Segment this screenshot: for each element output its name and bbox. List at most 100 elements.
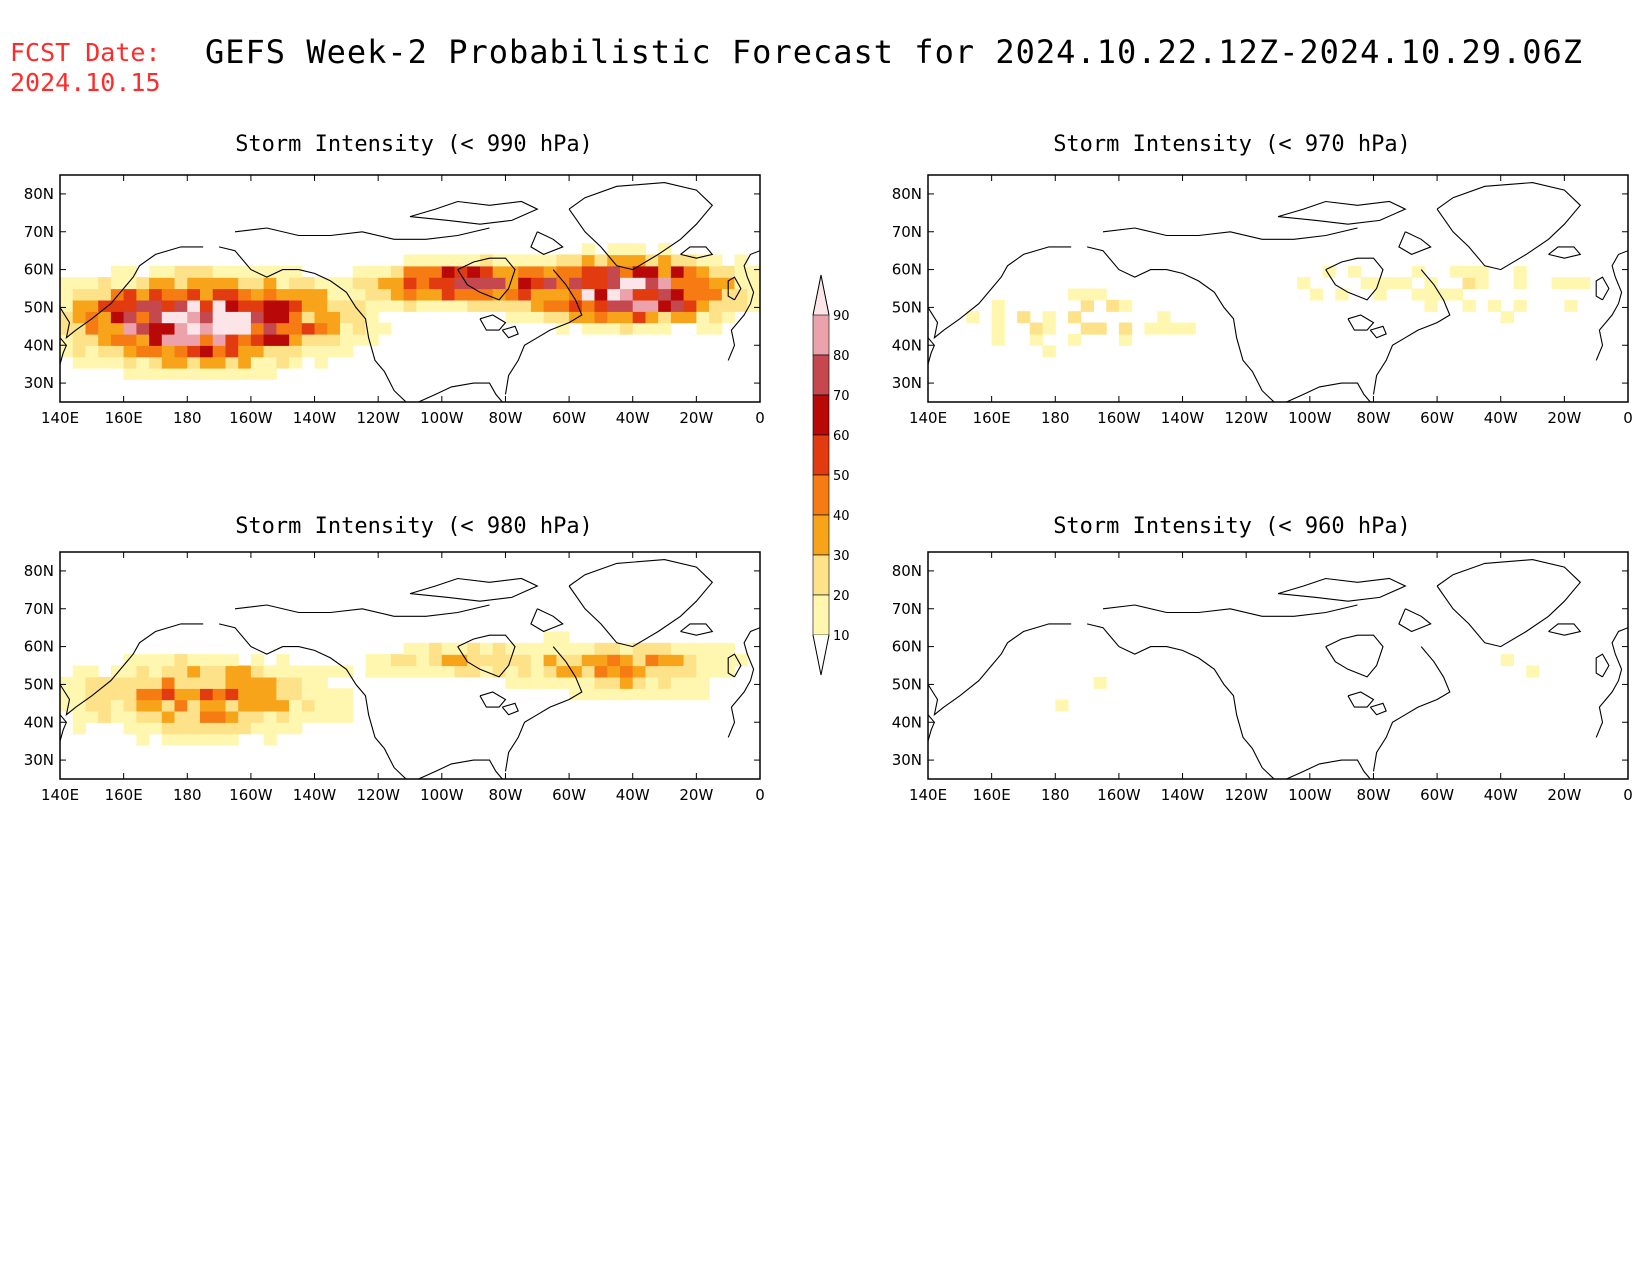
lon-tick-label: 160E (105, 786, 143, 804)
prob-cell (136, 333, 150, 346)
prob-cell (390, 299, 405, 312)
prob-cell (85, 710, 99, 723)
prob-cell (327, 299, 341, 312)
prob-cell (543, 311, 557, 324)
prob-cell (658, 288, 672, 301)
prob-cell (238, 710, 252, 723)
prob-cell (543, 654, 557, 667)
prob-cell (250, 333, 265, 346)
prob-cell (301, 322, 316, 335)
prob-cell (620, 665, 634, 678)
prob-cell (670, 654, 685, 667)
prob-cell (149, 710, 163, 723)
prob-cell (480, 277, 494, 290)
coastline-path (479, 314, 507, 331)
prob-cell (72, 311, 86, 324)
prob-cell (161, 722, 176, 735)
prob-cell (658, 654, 672, 667)
prob-cell (225, 288, 239, 301)
prob-cell (250, 299, 265, 312)
prob-cell (658, 265, 672, 278)
prob-cell (581, 265, 596, 278)
map-frame (927, 551, 1629, 780)
prob-cell (314, 277, 328, 290)
prob-cell (110, 710, 125, 723)
prob-cell (594, 288, 608, 301)
prob-cell (581, 288, 596, 301)
prob-cell (289, 277, 303, 290)
prob-cell (136, 345, 150, 358)
prob-cell (543, 676, 557, 689)
coastline-path (218, 246, 407, 402)
prob-cell (670, 676, 685, 689)
prob-cell (991, 333, 1005, 346)
prob-cell (225, 733, 239, 746)
prob-cell (85, 288, 99, 301)
axis-ticks: 140E 160E 180 160W 140W 120W 100W 80W 60W 40W 20W 0… (24, 175, 765, 427)
lon-tick-label: 20W (679, 409, 713, 427)
prob-cell (530, 265, 545, 278)
prob-cell (250, 367, 265, 380)
prob-cell (709, 265, 723, 278)
coastline-path (417, 382, 503, 402)
prob-cell (1309, 288, 1324, 301)
prob-cell (250, 665, 265, 678)
prob-cell (123, 722, 137, 735)
prob-cell (1449, 265, 1464, 278)
prob-cell (60, 676, 74, 689)
prob-cell (632, 322, 646, 335)
prob-cell (238, 265, 252, 278)
prob-cell (212, 265, 226, 278)
prob-cell (467, 277, 481, 290)
prob-cell (734, 654, 748, 667)
prob-cell (480, 654, 494, 667)
prob-cell (709, 311, 723, 324)
prob-cell (683, 277, 697, 290)
prob-cell (263, 299, 277, 312)
colorbar-swatch (812, 394, 830, 436)
prob-cell (314, 311, 328, 324)
prob-cell (276, 265, 290, 278)
lat-tick-label: 60N (24, 638, 54, 656)
map-frame (927, 174, 1629, 403)
panel-title-970: Storm Intensity (< 970 hPa) (1053, 132, 1411, 157)
prob-cell (365, 322, 379, 335)
prob-cell (378, 322, 392, 335)
prob-cell (1118, 299, 1133, 312)
colorbar-swatch (812, 594, 830, 636)
prob-cell (212, 654, 226, 667)
prob-cell (645, 665, 659, 678)
lon-tick-label: 140W (1161, 409, 1205, 427)
lon-tick-label: 100W (420, 409, 464, 427)
prob-cell (670, 277, 685, 290)
prob-cell (441, 665, 456, 678)
map-panel-p970: 140E 160E 180 160W 140W 120W 100W 80W 60W 40W 20W 0… (892, 174, 1633, 427)
prob-cell (1462, 277, 1476, 290)
prob-cell (149, 311, 163, 324)
lat-tick-label: 60N (892, 261, 922, 279)
coastline-path (1398, 231, 1432, 256)
prob-cell (632, 254, 646, 267)
coastline-path (1347, 691, 1375, 708)
prob-cell (212, 699, 226, 712)
colorbar-label: 60 (833, 429, 850, 444)
prob-cell (403, 288, 417, 301)
prob-cell (276, 311, 290, 324)
prob-cell (454, 254, 468, 267)
coastline-path (417, 759, 503, 779)
coastline-path (218, 623, 407, 779)
prob-cell (518, 277, 532, 290)
lon-tick-label: 140W (1161, 786, 1205, 804)
prob-cell (314, 699, 328, 712)
prob-cell (480, 299, 494, 312)
coastline-path (1595, 653, 1610, 678)
prob-cell (136, 654, 150, 667)
prob-cell (429, 265, 443, 278)
coastline-path (928, 714, 936, 742)
prob-cell (1080, 322, 1094, 335)
prob-cell (98, 288, 112, 301)
prob-cell (276, 665, 290, 678)
prob-cell (1144, 322, 1158, 335)
lat-tick-label: 40N (24, 713, 54, 731)
prob-cell (85, 277, 99, 290)
